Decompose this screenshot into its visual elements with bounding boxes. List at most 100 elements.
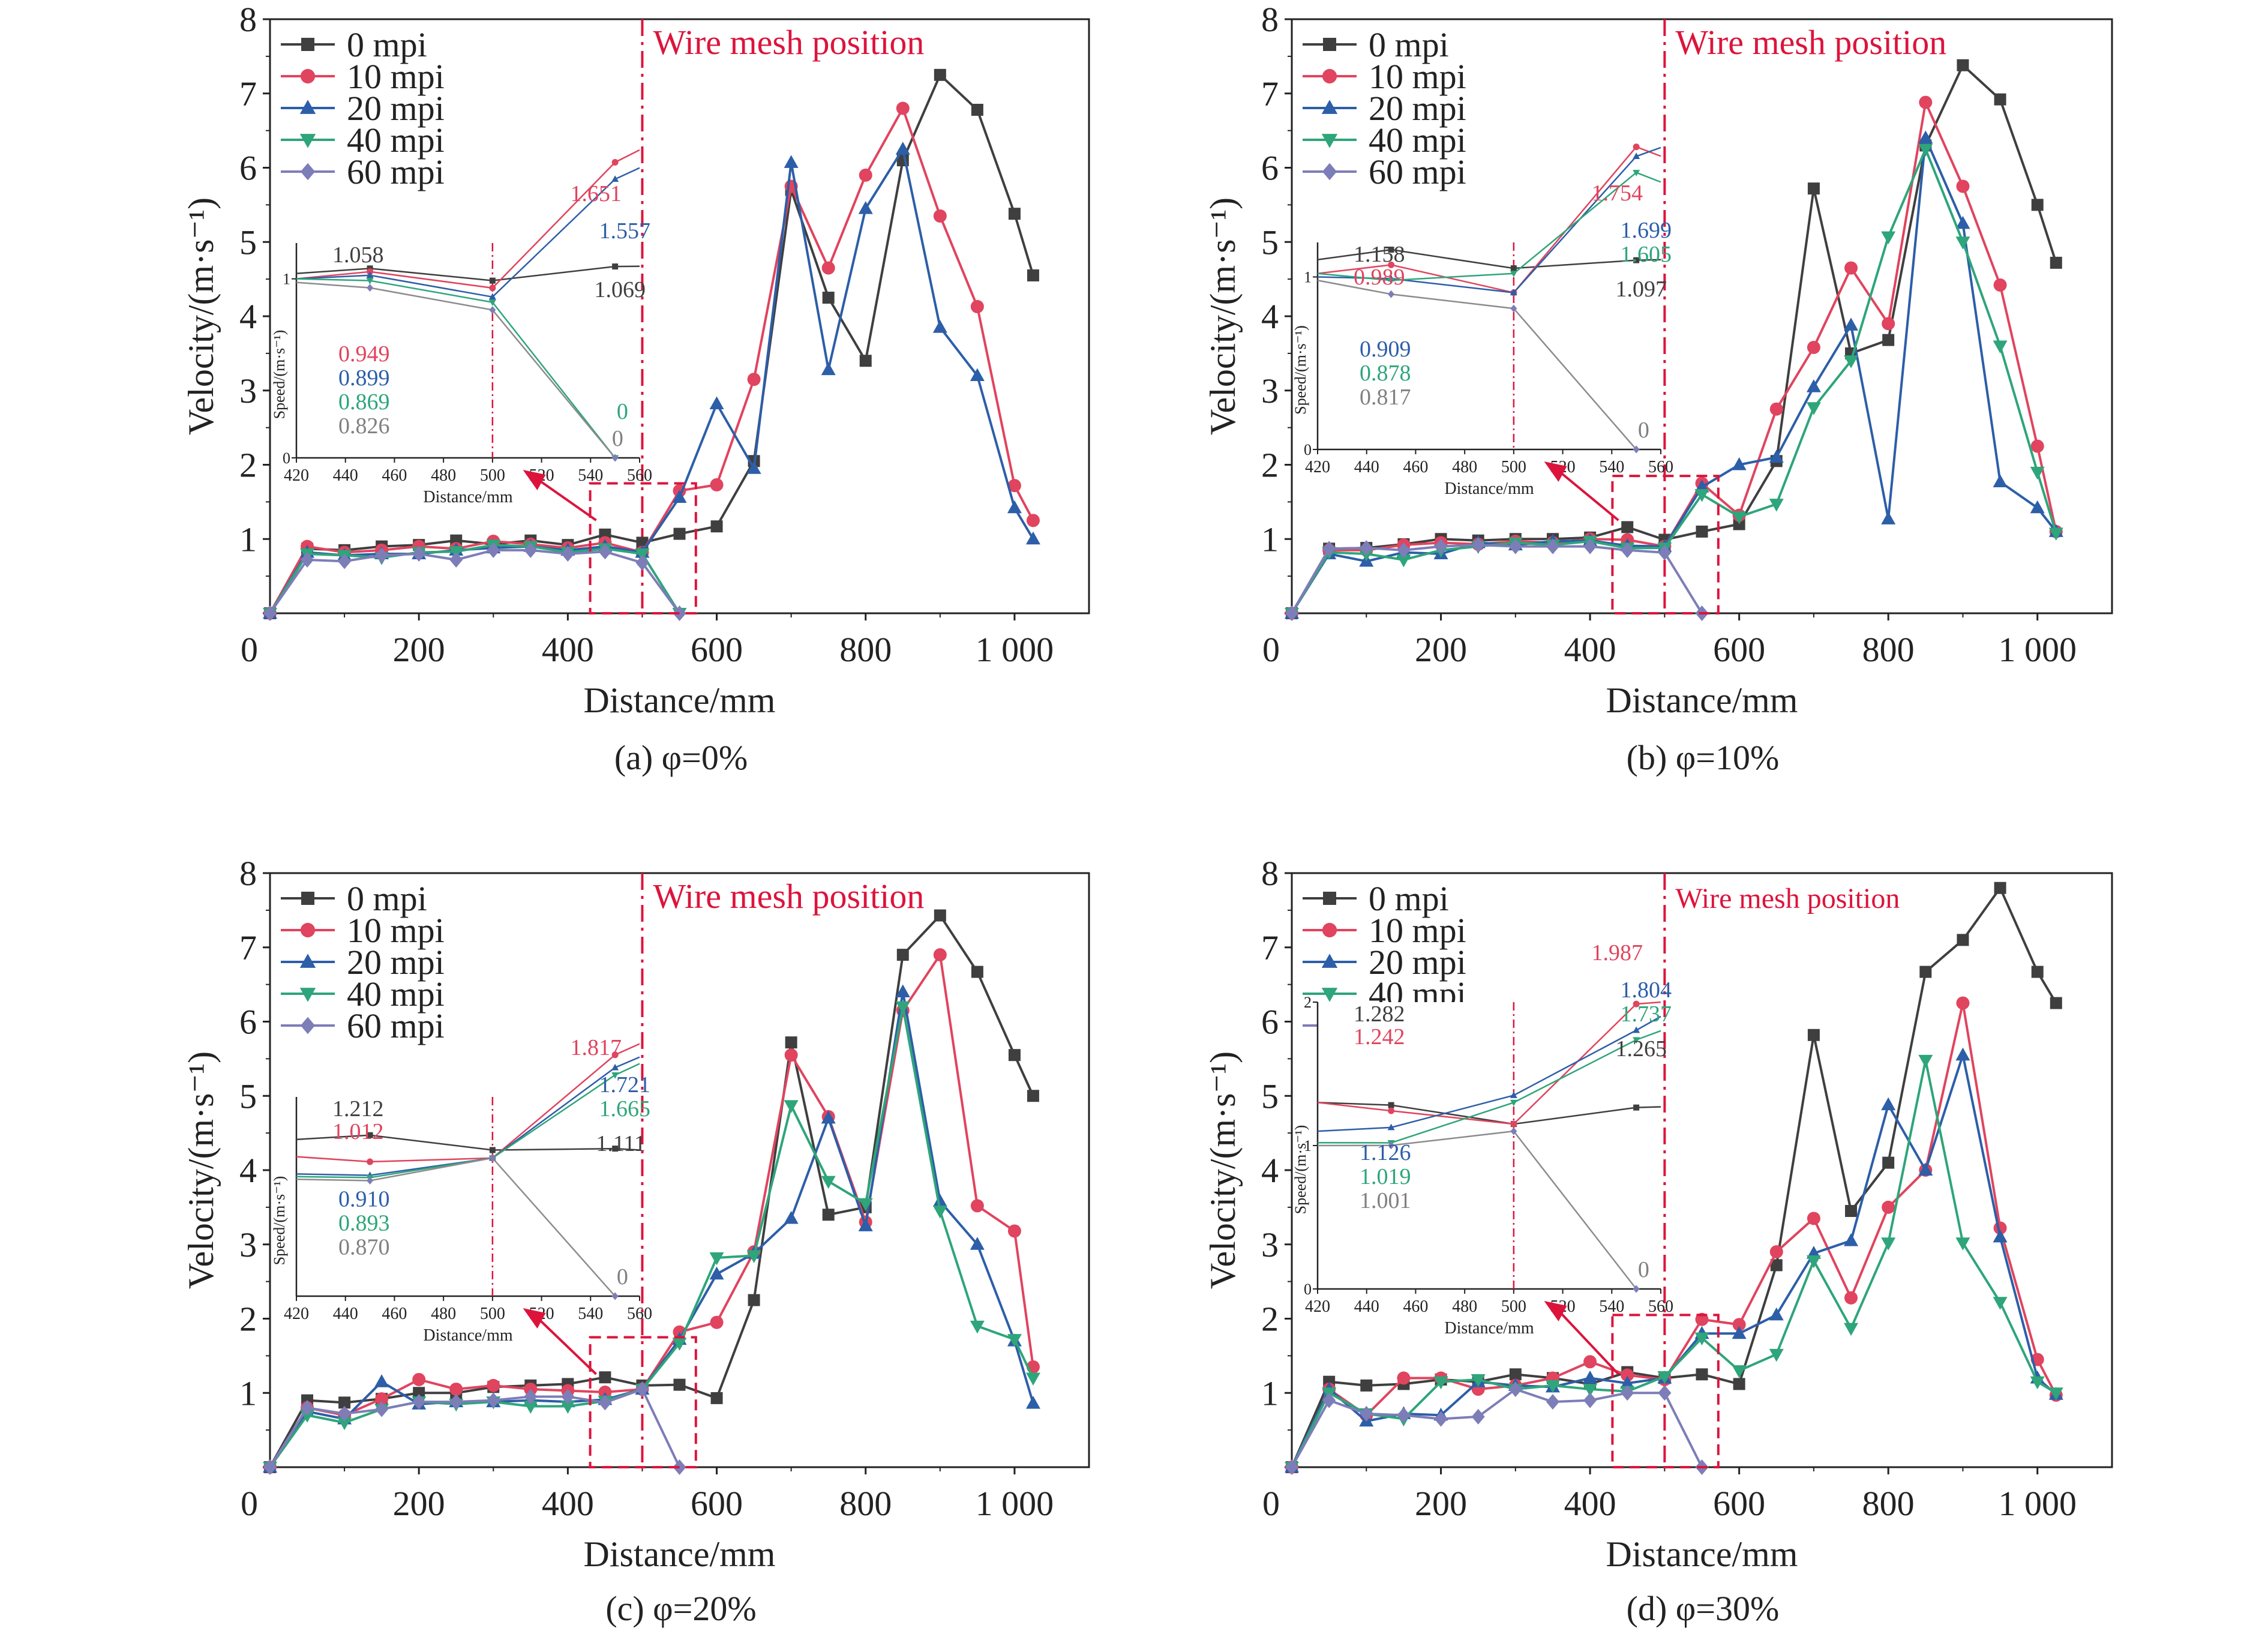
wire-mesh-label: Wire mesh position (653, 877, 924, 916)
data-point (1882, 1200, 1895, 1214)
series-line (1291, 63, 2057, 614)
inset-data-point (1633, 1037, 1640, 1044)
inset-x-tick-label: 500 (1501, 458, 1526, 476)
inset-data-point (611, 1063, 619, 1071)
data-point (932, 320, 947, 333)
inset-chart: 420440460480500520540560012Distance/mmSp… (1292, 940, 1673, 1338)
inset-series-line (1317, 1130, 1637, 1290)
inset-y-tick-label: 1 (283, 271, 290, 288)
y-tick-label: 7 (1261, 928, 1279, 967)
data-point (1471, 1408, 1485, 1425)
inset-value-label: 0.909 (1360, 337, 1411, 362)
inset-x-tick-label: 460 (382, 466, 407, 485)
series-line (1291, 133, 2057, 614)
inset-chart: 42044046048050052054056001Distance/mmSpe… (1292, 143, 1673, 498)
data-point (635, 1381, 649, 1398)
data-point (449, 1394, 463, 1410)
inset-value-label: 1.242 (1354, 1024, 1405, 1050)
data-point (1546, 538, 1559, 554)
data-point (1397, 1371, 1411, 1385)
inset-value-label: 0.869 (338, 389, 390, 415)
data-point (1955, 1047, 1970, 1061)
inset-y-tick-label: 0 (1304, 441, 1312, 458)
inset-data-point (1510, 304, 1517, 313)
zoom-box (1611, 475, 1720, 614)
inset-x-tick-label: 440 (1354, 1297, 1379, 1316)
y-tick-label: 1 (1261, 1374, 1279, 1413)
data-point (970, 1320, 985, 1334)
data-point (374, 1374, 389, 1387)
data-point (1993, 278, 2007, 292)
inset-data-point (1510, 1092, 1517, 1098)
inset-x-tick-label: 500 (480, 1305, 505, 1323)
inset-data-point (367, 1132, 373, 1138)
data-point (672, 490, 687, 503)
data-point (710, 1315, 724, 1329)
data-point (1732, 1326, 1747, 1339)
inset-data-point (1633, 152, 1640, 160)
data-point (1881, 1237, 1896, 1251)
legend-marker (299, 954, 316, 968)
x-axis-label: Distance/mm (584, 1534, 776, 1574)
y-tick-label: 6 (239, 149, 257, 188)
inset-data-point (612, 263, 619, 270)
inset-data-point (489, 306, 496, 314)
legend-label: 20 mpi (347, 89, 445, 128)
data-point (449, 551, 463, 568)
data-point (375, 547, 389, 563)
inset-x-axis-label: Distance/mm (1444, 1319, 1534, 1338)
zoom-arrow (1556, 469, 1619, 521)
data-point (784, 1100, 799, 1113)
legend-label: 20 mpi (347, 943, 445, 982)
y-axis-label: Velocity/(m·s⁻¹) (181, 197, 221, 435)
data-point (1360, 1405, 1373, 1422)
inset-data-point (367, 1158, 374, 1165)
inset-value-label: 1.126 (1360, 1140, 1411, 1165)
inset-series-line (296, 278, 616, 458)
legend-marker (1321, 988, 1338, 1002)
legend-marker (301, 38, 314, 51)
data-point (1844, 261, 1858, 275)
inset-x-axis-label: Distance/mm (423, 488, 513, 506)
y-tick-label: 8 (239, 0, 257, 39)
data-point (1807, 1212, 1820, 1225)
y-tick-label: 7 (239, 74, 257, 113)
data-point (1770, 1259, 1783, 1272)
data-point (560, 1401, 575, 1414)
inset-data-point (489, 1154, 496, 1162)
inset-value-label: 1.097 (1616, 277, 1667, 302)
data-point (1807, 182, 1820, 195)
inset-data-point (489, 284, 496, 292)
inset-data-point (1633, 1000, 1640, 1008)
y-tick-label: 8 (1261, 0, 1279, 39)
inset-data-point (1633, 1285, 1640, 1293)
panel-caption: (b) φ=10% (1627, 738, 1780, 777)
data-point (2030, 466, 2045, 480)
inset-value-label: 0.989 (1354, 265, 1405, 290)
x-tick-label: 600 (691, 1484, 743, 1523)
zoom-box (589, 1336, 697, 1468)
y-tick-label: 7 (239, 928, 257, 967)
series-line (1291, 1003, 2057, 1468)
data-point (1621, 1385, 1634, 1401)
data-point (821, 362, 836, 376)
data-point (895, 984, 910, 997)
legend-label: 20 mpi (1369, 943, 1466, 982)
data-point (1322, 541, 1336, 557)
inset-data-point (1388, 290, 1395, 298)
series-line (269, 73, 1034, 614)
zoom-box (1611, 1314, 1720, 1468)
legend-marker (300, 163, 316, 181)
inset-value-label: 0.870 (338, 1235, 390, 1260)
y-tick-label: 4 (1261, 1151, 1279, 1190)
inset-value-label: 1.699 (1621, 218, 1672, 243)
x-tick-label: 400 (542, 630, 594, 669)
data-point (338, 1396, 351, 1409)
x-tick-label: 1 000 (976, 1484, 1054, 1523)
data-point (709, 396, 724, 410)
data-point (2050, 997, 2062, 1009)
inset-data-point (611, 1072, 619, 1079)
inset-data-point (489, 277, 496, 284)
x-tick-label: 400 (1564, 630, 1616, 669)
